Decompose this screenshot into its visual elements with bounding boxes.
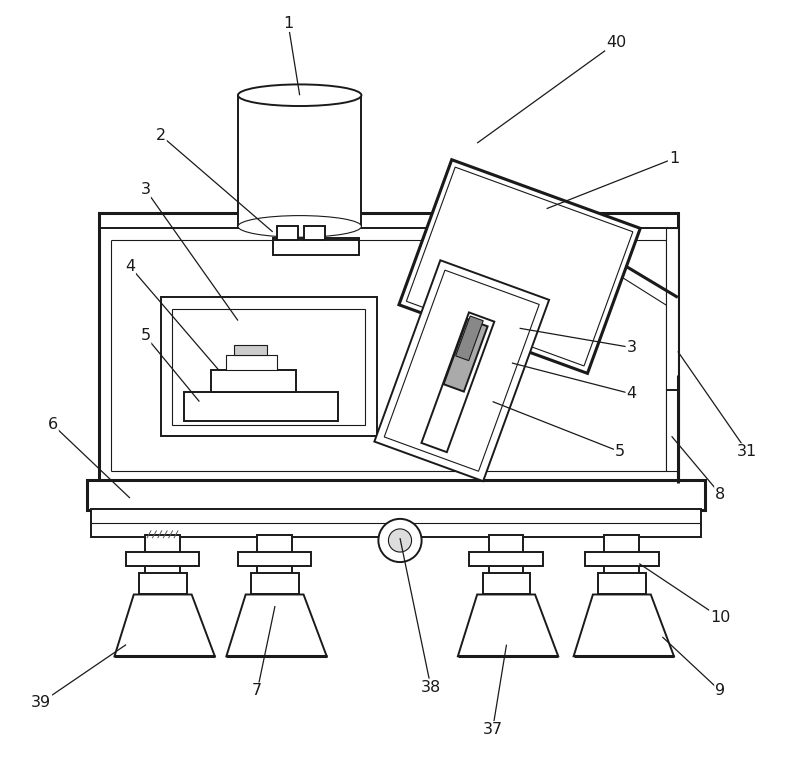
Bar	[470, 552, 542, 566]
Text: 5: 5	[140, 328, 150, 343]
Bar	[146, 535, 180, 575]
Text: 5: 5	[615, 445, 625, 459]
Text: 31: 31	[737, 445, 758, 459]
Text: 8: 8	[715, 487, 726, 502]
Circle shape	[389, 529, 411, 552]
Text: 1: 1	[669, 151, 679, 166]
Bar	[605, 535, 639, 575]
Text: 37: 37	[482, 722, 502, 737]
Bar	[99, 212, 678, 483]
Polygon shape	[374, 261, 549, 481]
Bar	[211, 370, 296, 392]
Bar	[598, 573, 646, 594]
Polygon shape	[399, 160, 640, 374]
Bar	[258, 535, 292, 575]
Bar	[251, 573, 299, 594]
Polygon shape	[406, 167, 633, 366]
Polygon shape	[443, 319, 488, 392]
Text: 7: 7	[252, 683, 262, 698]
Text: 10: 10	[710, 610, 730, 625]
Polygon shape	[226, 594, 326, 656]
Text: 9: 9	[715, 683, 726, 698]
Bar	[226, 354, 277, 370]
Text: 40: 40	[606, 35, 626, 50]
Text: 2: 2	[156, 128, 166, 143]
Bar	[184, 392, 338, 421]
Polygon shape	[458, 594, 558, 656]
Bar	[87, 480, 705, 509]
Polygon shape	[384, 270, 539, 471]
Bar	[489, 535, 523, 575]
Bar	[139, 573, 187, 594]
Polygon shape	[574, 594, 674, 656]
Ellipse shape	[238, 215, 362, 237]
Ellipse shape	[238, 84, 362, 106]
Bar	[666, 228, 678, 471]
Text: 39: 39	[31, 695, 51, 710]
Bar	[234, 346, 266, 354]
Text: 38: 38	[421, 679, 441, 695]
Bar	[238, 552, 311, 566]
Polygon shape	[422, 313, 494, 452]
Bar	[172, 309, 366, 425]
Bar	[482, 573, 530, 594]
Bar	[586, 552, 658, 566]
Bar	[161, 297, 377, 436]
Bar	[126, 552, 199, 566]
Bar	[277, 225, 298, 239]
Circle shape	[378, 519, 422, 562]
Text: 3: 3	[140, 182, 150, 197]
Text: 1: 1	[283, 16, 294, 31]
Bar	[273, 238, 359, 255]
Text: 6: 6	[48, 417, 58, 432]
Bar	[91, 509, 701, 537]
Bar	[238, 97, 362, 228]
Text: 4: 4	[125, 259, 135, 274]
Bar	[303, 225, 325, 239]
Polygon shape	[114, 594, 214, 656]
Text: 4: 4	[626, 386, 637, 402]
Polygon shape	[456, 316, 483, 360]
Text: 3: 3	[626, 340, 637, 355]
